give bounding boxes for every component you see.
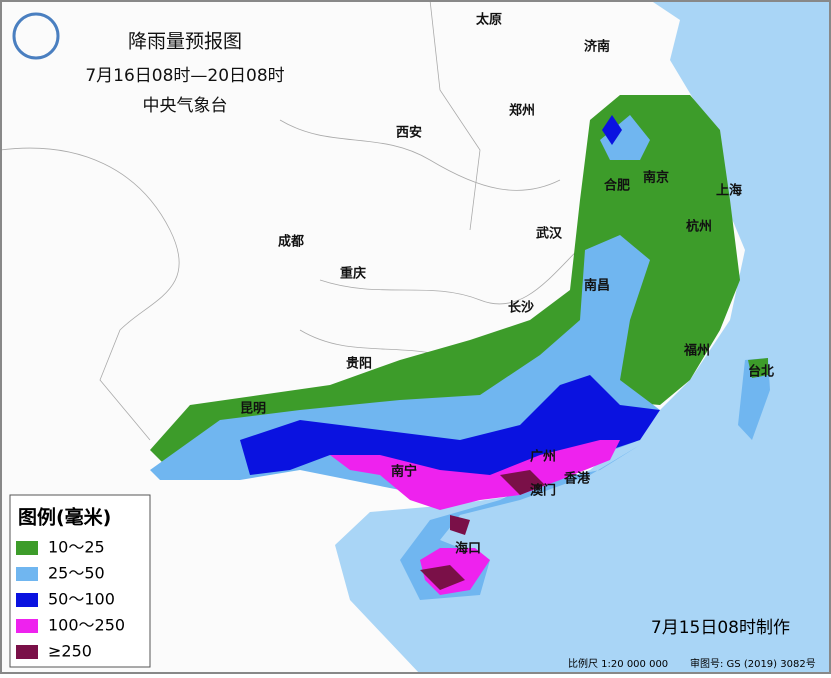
legend-label: 25～50: [48, 564, 105, 583]
city: 上海: [716, 183, 742, 199]
made-note: 7月15日08时制作: [651, 618, 790, 638]
city-labels: 太原 济南 郑州 西安 合肥 南京 上海 武汉 杭州 成都 重庆 长沙 南昌 福…: [240, 12, 774, 557]
legend-items: 10～25 25～50 50～100 100～250 ≥250: [16, 538, 125, 661]
logo: [12, 12, 60, 60]
rain-zone: [150, 235, 660, 600]
legend-title: 图例(毫米): [18, 506, 111, 529]
city: 合肥: [604, 178, 630, 194]
city: 广州: [530, 449, 556, 465]
rain-zone: [420, 470, 545, 590]
city: 台北: [748, 364, 774, 380]
rain-zone: [602, 115, 622, 145]
city: 重庆: [340, 266, 366, 282]
legend-swatch: [16, 567, 38, 581]
city: 武汉: [536, 226, 563, 242]
legend-label: 100～250: [48, 616, 125, 635]
legend-label: 10～25: [48, 538, 105, 557]
city: 澳门: [530, 483, 556, 499]
rain-zone: [330, 440, 620, 510]
city: 贵阳: [346, 356, 372, 372]
city: 海口: [455, 541, 481, 557]
legend-swatch: [16, 645, 38, 659]
taiwan: [738, 358, 770, 440]
period: 7月16日08时—20日08时: [85, 66, 284, 86]
scale: 比例尺 1:20 000 000: [568, 657, 668, 670]
city: 长沙: [508, 300, 534, 316]
city: 郑州: [509, 103, 535, 119]
approval: 审图号: GS (2019) 3082号: [690, 657, 816, 670]
city: 成都: [278, 234, 304, 250]
city: 西安: [396, 125, 422, 141]
borders: [0, 0, 601, 441]
rain-zone: [600, 115, 650, 160]
title: 降雨量预报图: [128, 31, 242, 53]
taiwan-north: [748, 358, 768, 378]
issuer: 中央气象台: [143, 96, 228, 116]
city: 福州: [683, 343, 710, 359]
legend-label: ≥250: [48, 642, 92, 661]
legend-swatch: [16, 541, 38, 555]
city: 南昌: [584, 278, 610, 294]
city: 南宁: [391, 464, 417, 480]
city: 南京: [643, 170, 669, 186]
legend-label: 50～100: [48, 590, 115, 609]
legend-swatch: [16, 593, 38, 607]
city: 济南: [584, 39, 610, 55]
legend-swatch: [16, 619, 38, 633]
city: 昆明: [240, 401, 266, 417]
city: 太原: [475, 12, 502, 28]
city: 杭州: [686, 219, 712, 235]
city: 香港: [563, 471, 591, 487]
